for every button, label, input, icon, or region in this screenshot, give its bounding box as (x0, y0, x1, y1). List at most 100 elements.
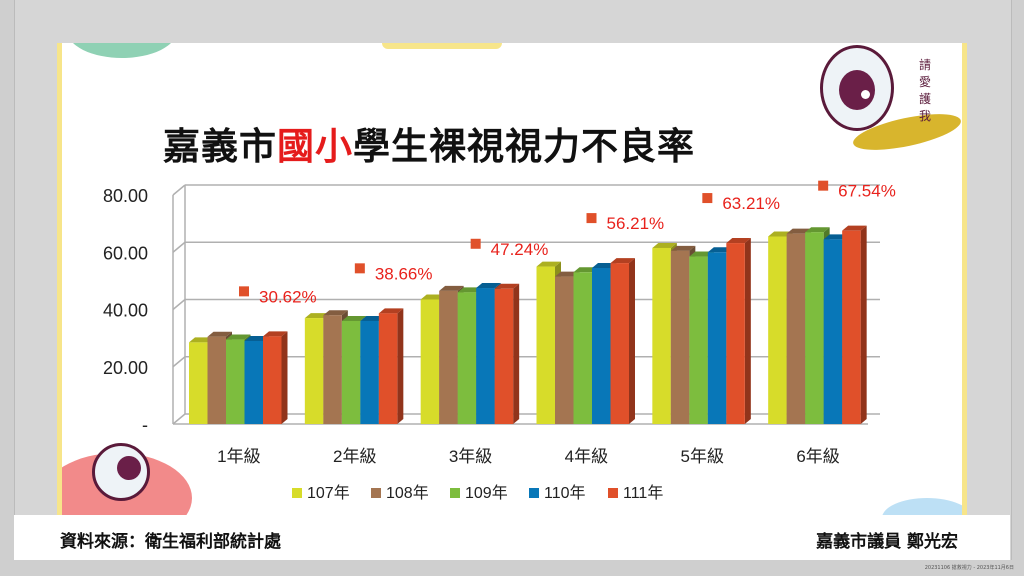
bar-top (573, 267, 598, 273)
bar-top (420, 294, 446, 300)
bar-top (360, 315, 385, 321)
author-text: 嘉義市議員 鄭光宏 (816, 532, 958, 552)
eye-mascot-top (820, 45, 894, 131)
y-tick-label: - (142, 415, 148, 435)
x-tick-label: 1年級 (217, 447, 260, 466)
decor-green-blob (67, 43, 177, 58)
bar-110年-2年級 (360, 320, 379, 424)
gridline-side (172, 356, 186, 368)
bar-side (860, 225, 867, 424)
bar-107年-5年級 (652, 247, 671, 424)
legend-label: 111年 (623, 484, 663, 502)
annotation-marker (818, 180, 829, 191)
gridline-side (172, 184, 186, 196)
legend-swatch (371, 488, 381, 498)
gridline-side (172, 241, 186, 253)
legend-swatch (450, 488, 460, 498)
annotation-label: 38.66% (375, 264, 433, 283)
bar-108年-5年級 (670, 250, 690, 424)
bar-111年-3年級 (494, 288, 514, 424)
y-tick-label: 80.00 (103, 186, 148, 206)
eye-mascot-bottom (92, 443, 150, 501)
bar-top (689, 251, 714, 257)
gridline-side (172, 413, 186, 425)
source-text: 資料來源：衛生福利部統計處 (60, 532, 281, 552)
x-tick-label: 4年級 (565, 447, 608, 466)
bar-107年-2年級 (304, 318, 324, 424)
bar-109年-5年級 (689, 256, 708, 424)
bar-111年-5年級 (726, 243, 745, 424)
annotation-marker (702, 193, 713, 204)
bar-top (476, 283, 501, 289)
bar-109年-4年級 (573, 272, 592, 424)
bar-side (629, 258, 635, 424)
bar-top (823, 234, 849, 240)
decor-yellow-dots (382, 43, 502, 49)
decor-blue-blob (882, 498, 962, 515)
page-title: 嘉義市國小學生裸視視力不良率 (163, 125, 695, 168)
bar-side (397, 308, 404, 424)
bar-top (439, 285, 464, 291)
bar-109年-1年級 (226, 339, 245, 424)
bar-top (786, 228, 812, 234)
bar-109年-3年級 (457, 292, 477, 424)
bar-top (610, 258, 635, 264)
bar-top (652, 242, 677, 248)
bar-111年-1年級 (263, 336, 282, 424)
bar-111年-4年級 (610, 263, 629, 424)
bar-top (707, 247, 733, 253)
annotation-label: 67.54% (838, 182, 896, 201)
bar-top (805, 227, 830, 233)
bar-110年-1年級 (244, 340, 263, 424)
annotation-marker (354, 263, 365, 274)
x-tick-label: 6年級 (796, 447, 839, 466)
annotation-label: 56.21% (607, 214, 665, 233)
bar-top (323, 310, 348, 316)
bar-side (513, 283, 520, 424)
x-tick-label: 3年級 (449, 447, 492, 466)
bar-top (842, 225, 867, 231)
bar-108年-4年級 (555, 276, 574, 424)
annotation-marker (586, 213, 597, 224)
y-tick-label: 60.00 (103, 243, 148, 263)
bar-top (555, 271, 580, 277)
legend-swatch (608, 488, 618, 498)
annotation-label: 63.21% (722, 194, 780, 213)
bar-top (457, 287, 483, 293)
legend-label: 109年 (465, 484, 508, 502)
bar-110年-5年級 (707, 252, 727, 424)
annotation-label: 47.24% (491, 240, 549, 259)
legend-swatch (292, 488, 302, 498)
tiny-footer: 20231106 搶救視力 - 2023年11月6日 (924, 565, 1014, 571)
bar-111年-6年級 (842, 230, 861, 424)
x-tick-label: 5年級 (681, 447, 724, 466)
bar-110年-3年級 (476, 288, 495, 424)
annotation-label: 30.62% (259, 287, 317, 306)
bar-top (244, 335, 269, 341)
footer-bar (14, 515, 1010, 560)
bar-108年-2年級 (323, 315, 342, 424)
legend-label: 108年 (386, 484, 429, 502)
bar-111年-2年級 (378, 313, 398, 424)
bar-110年-4年級 (592, 267, 611, 424)
x-tick-label: 2年級 (333, 447, 376, 466)
bar-top (536, 261, 561, 267)
bar-top (226, 334, 251, 340)
legend-label: 107年 (307, 484, 350, 502)
mascot-text: 請愛護我 (919, 58, 932, 123)
gridline-side (172, 298, 186, 311)
bar-top (670, 245, 696, 251)
bar-side (281, 331, 288, 424)
bar-top (378, 308, 404, 314)
bar-108年-3年級 (439, 290, 458, 424)
bar-side (744, 238, 751, 424)
legend-label: 110年 (544, 484, 586, 502)
bar-109年-6年級 (805, 232, 824, 424)
bar-107年-1年級 (189, 342, 208, 424)
bar-108年-1年級 (207, 336, 226, 424)
y-tick-label: 40.00 (103, 301, 148, 321)
bar-109年-2年級 (341, 320, 361, 424)
bar-top (207, 331, 232, 337)
bar-top (263, 331, 288, 337)
